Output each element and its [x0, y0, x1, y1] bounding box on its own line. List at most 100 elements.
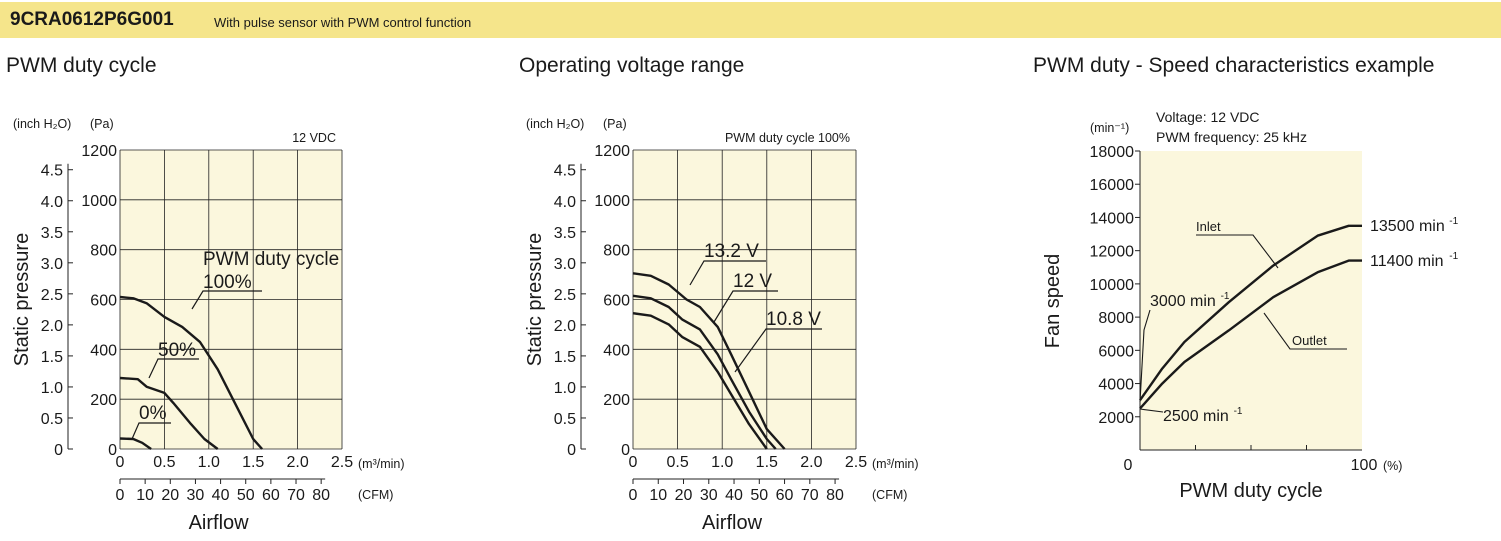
c2-callout-line — [1196, 234, 1279, 269]
c0-x-tick-cfm: 20 — [161, 487, 179, 504]
c0-series-line — [119, 437, 152, 450]
c1-x-tick-m3: 0 — [629, 454, 638, 471]
c2-inlet-start-label-exponent: -1 — [1221, 291, 1230, 302]
c1-y-tick-pa: 0 — [621, 442, 630, 459]
c0-y-tick-inch: 0.5 — [41, 411, 63, 428]
c2-x-tick: 100 — [1351, 457, 1378, 474]
c2-y-label: Fan speed — [1042, 254, 1064, 349]
c2-outlet-speed-label-exponent: -1 — [1449, 251, 1458, 262]
chart2-title: Operating voltage range — [519, 54, 745, 77]
c1-x-tick-cfm: 30 — [700, 487, 718, 504]
c1-y-tick-inch: 4.5 — [554, 163, 576, 180]
c1-x-label: Airflow — [702, 512, 763, 534]
c0-annotation: 12 VDC — [292, 131, 336, 145]
c1-y-tick-inch: 3.5 — [554, 225, 576, 242]
c2-series-label: Inlet — [1196, 219, 1221, 234]
c2-series-label: Outlet — [1292, 333, 1327, 348]
c2-y-tick: 18000 — [1090, 144, 1135, 161]
c0-y-tick-pa: 1200 — [81, 143, 117, 160]
c0-y-tick-pa: 0 — [108, 442, 117, 459]
c0-legend-header: PWM duty cycle — [203, 249, 339, 270]
c0-y-tick-inch: 4.0 — [41, 194, 63, 211]
c2-y-tick: 12000 — [1090, 244, 1135, 261]
c2-annotation-voltage: Voltage: 12 VDC — [1156, 109, 1260, 125]
c0-x-tick-m3: 1.0 — [198, 454, 220, 471]
c2-y-unit: (min⁻¹) — [1090, 121, 1129, 135]
c2-x-tick: 0 — [1124, 457, 1133, 474]
c0-series-line — [119, 376, 219, 450]
c0-callout-line — [191, 290, 262, 310]
c1-x-tick-cfm: 60 — [776, 487, 794, 504]
c0-y-tick-inch: 4.5 — [41, 163, 63, 180]
c1-y-tick-pa: 600 — [603, 293, 630, 310]
c0-callout-line — [148, 358, 199, 379]
c1-y-tick-inch: 1.0 — [554, 380, 576, 397]
c0-y-tick-inch: 2.0 — [41, 318, 63, 335]
c2-annotation-freq: PWM frequency: 25 kHz — [1156, 129, 1307, 145]
c2-y-tick: 16000 — [1090, 177, 1135, 194]
c1-x-tick-cfm: 50 — [750, 487, 768, 504]
c2-outlet-start-label-exponent: -1 — [1234, 406, 1243, 417]
c0-x-unit-m3: (m³/min) — [358, 457, 405, 471]
model-number: 9CRA0612P6G001 — [10, 9, 174, 30]
c0-y-tick-pa: 400 — [90, 342, 117, 359]
c1-series-label: 12 V — [733, 271, 772, 292]
c1-y-tick-pa: 400 — [603, 342, 630, 359]
c1-x-tick-m3: 2.0 — [800, 454, 822, 471]
c2-callout-line — [1139, 408, 1164, 413]
c2-x-label: PWM duty cycle — [1179, 480, 1322, 502]
c0-x-tick-cfm: 60 — [262, 487, 280, 504]
c0-y-tick-pa: 800 — [90, 243, 117, 260]
c2-y-tick: 6000 — [1098, 343, 1134, 360]
c1-x-tick-cfm: 20 — [675, 487, 693, 504]
c1-y-tick-inch: 1.5 — [554, 349, 576, 366]
c1-callout-line — [713, 290, 778, 323]
c2-x-unit: (%) — [1383, 459, 1402, 473]
c1-x-tick-m3: 2.5 — [845, 454, 867, 471]
c1-x-tick-cfm: 70 — [801, 487, 819, 504]
c1-x-unit-cfm: (CFM) — [872, 488, 907, 502]
c0-y-tick-inch: 3.5 — [41, 225, 63, 242]
c1-x-tick-cfm: 10 — [649, 487, 667, 504]
c0-x-tick-cfm: 30 — [187, 487, 205, 504]
c0-series-label: 100% — [203, 272, 252, 293]
c0-y-tick-inch: 1.5 — [41, 349, 63, 366]
c0-y-tick-pa: 600 — [90, 293, 117, 310]
c1-annotation: PWM duty cycle 100% — [725, 131, 850, 145]
c1-y-tick-pa: 1200 — [594, 143, 630, 160]
c1-x-tick-m3: 1.0 — [711, 454, 733, 471]
c0-y-tick-inch: 2.5 — [41, 287, 63, 304]
c0-y-tick-inch: 3.0 — [41, 256, 63, 273]
c1-x-tick-cfm: 40 — [725, 487, 743, 504]
c2-y-tick: 10000 — [1090, 277, 1135, 294]
c0-x-unit-cfm: (CFM) — [358, 488, 393, 502]
c2-series-line — [1139, 259, 1362, 410]
c1-series-label: 13.2 V — [704, 241, 759, 262]
c1-x-tick-m3: 1.5 — [756, 454, 778, 471]
c0-x-tick-cfm: 80 — [312, 487, 330, 504]
c1-y-tick-inch: 2.0 — [554, 318, 576, 335]
c2-inlet-speed-label-exponent: -1 — [1449, 216, 1458, 227]
c1-y-unit-inch: (inch H₂O) — [526, 117, 584, 131]
c0-y-tick-inch: 1.0 — [41, 380, 63, 397]
c2-plot-area — [1140, 151, 1362, 450]
c2-series-line — [1139, 224, 1362, 401]
c0-y-unit-pa: (Pa) — [90, 117, 114, 131]
c0-x-label: Airflow — [189, 512, 250, 534]
c0-y-label: Static pressure — [11, 233, 33, 366]
c1-y-tick-inch: 2.5 — [554, 287, 576, 304]
c2-callout-line — [1263, 312, 1347, 350]
c0-y-tick-inch: 0 — [54, 442, 63, 459]
c2-outlet-speed-label: 11400 min — [1370, 253, 1444, 270]
c1-y-tick-inch: 0.5 — [554, 411, 576, 428]
c0-x-tick-cfm: 70 — [287, 487, 305, 504]
c1-series-line — [632, 272, 786, 450]
c0-y-tick-pa: 1000 — [81, 193, 117, 210]
model-subtitle: With pulse sensor with PWM control funct… — [214, 15, 472, 30]
c0-x-tick-cfm: 10 — [136, 487, 154, 504]
c1-series-label: 10.8 V — [766, 309, 821, 330]
c0-series-label: 50% — [158, 340, 196, 361]
c1-y-tick-pa: 1000 — [594, 193, 630, 210]
c0-x-tick-m3: 0.5 — [153, 454, 175, 471]
